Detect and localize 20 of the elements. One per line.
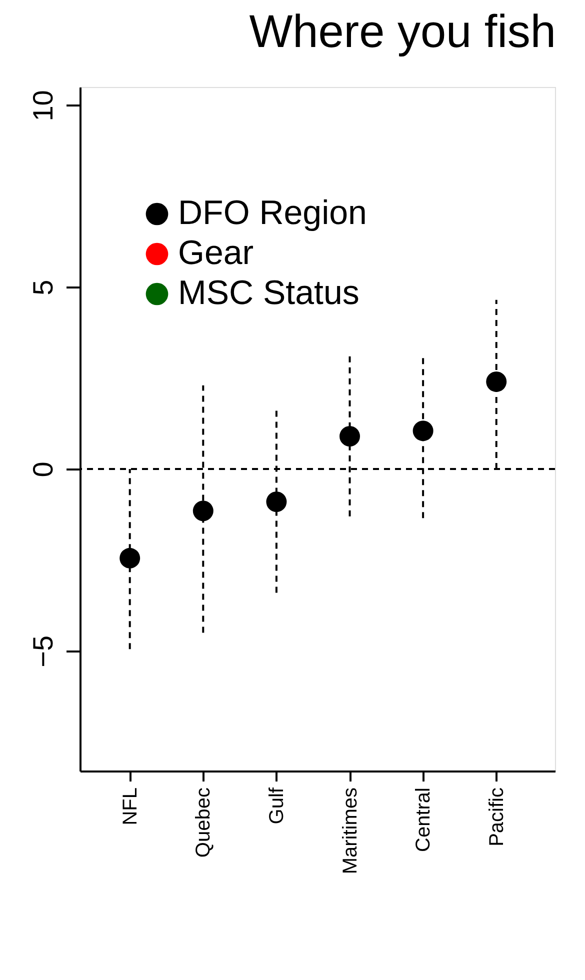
x-tick-label: Central (412, 788, 435, 852)
x-tick-label: NFL (119, 788, 142, 826)
point (192, 500, 214, 522)
point (412, 420, 434, 442)
y-tick-label: 10 (28, 90, 58, 122)
x-tick-label: Maritimes (339, 788, 362, 874)
legend-label: MSC Status (178, 274, 360, 312)
x-tick-label: Quebec (192, 788, 215, 858)
point (340, 426, 360, 447)
y-tick-label: 5 (28, 280, 58, 296)
y-tick-label: −5 (28, 635, 58, 668)
point (120, 548, 140, 568)
point (266, 492, 287, 512)
point (486, 371, 507, 392)
x-tick-label: Pacific (486, 788, 508, 846)
y-tick-label: 0 (28, 462, 58, 478)
chart-title: Where you fish (249, 5, 556, 57)
x-tick-label: Gulf (266, 787, 288, 824)
legend-label: DFO Region (178, 194, 367, 232)
legend-label: Gear (178, 234, 254, 272)
